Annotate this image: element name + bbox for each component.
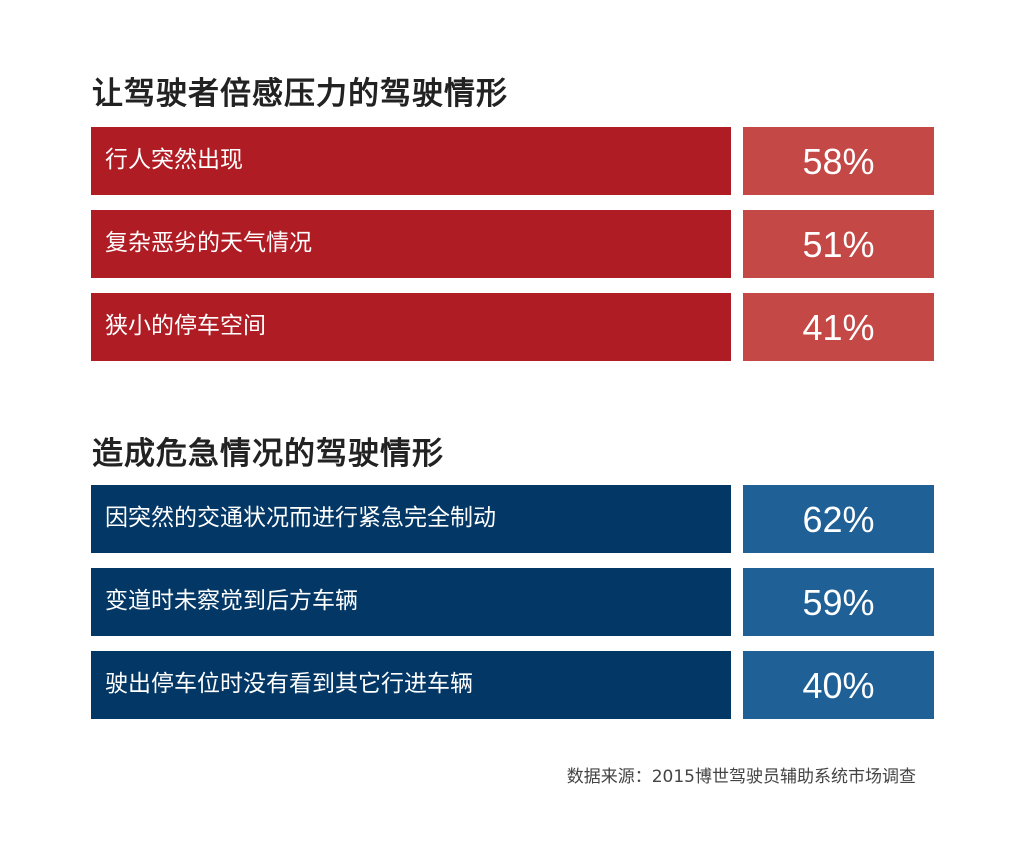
- row-label: 因突然的交通状况而进行紧急完全制动: [91, 485, 731, 553]
- section-title-stress: 让驾驶者倍感压力的驾驶情形: [92, 76, 508, 112]
- row-label: 狭小的停车空间: [91, 293, 731, 361]
- row-value: 62%: [743, 485, 934, 553]
- row-value: 51%: [743, 210, 934, 278]
- row-value: 41%: [743, 293, 934, 361]
- row-label: 驶出停车位时没有看到其它行进车辆: [91, 651, 731, 719]
- row-value: 59%: [743, 568, 934, 636]
- row-label: 复杂恶劣的天气情况: [91, 210, 731, 278]
- row-label: 行人突然出现: [91, 127, 731, 195]
- table-row: 行人突然出现 58%: [91, 127, 934, 195]
- section-title-critical: 造成危急情况的驾驶情形: [92, 436, 444, 472]
- table-row: 变道时未察觉到后方车辆 59%: [91, 568, 934, 636]
- table-row: 驶出停车位时没有看到其它行进车辆 40%: [91, 651, 934, 719]
- table-row: 复杂恶劣的天气情况 51%: [91, 210, 934, 278]
- source-note: 数据来源：2015博世驾驶员辅助系统市场调查: [566, 767, 916, 787]
- row-label: 变道时未察觉到后方车辆: [91, 568, 731, 636]
- table-row: 因突然的交通状况而进行紧急完全制动 62%: [91, 485, 934, 553]
- row-value: 58%: [743, 127, 934, 195]
- row-value: 40%: [743, 651, 934, 719]
- table-row: 狭小的停车空间 41%: [91, 293, 934, 361]
